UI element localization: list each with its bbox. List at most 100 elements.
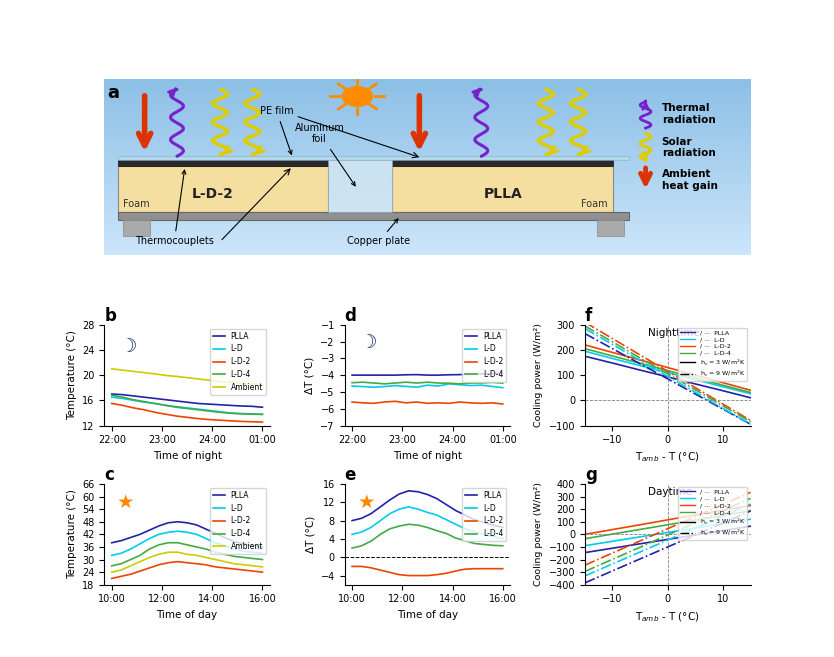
Bar [104, 81, 751, 85]
Bar [104, 105, 751, 108]
Text: Thermocouplets: Thermocouplets [135, 170, 214, 246]
Bar [104, 246, 751, 249]
Bar [104, 161, 751, 164]
Text: Nighttime: Nighttime [648, 328, 700, 338]
Bar [104, 217, 751, 219]
Text: a: a [107, 84, 119, 102]
Text: e: e [344, 466, 356, 484]
Y-axis label: Temperature (°C): Temperature (°C) [67, 330, 77, 420]
Bar [104, 202, 751, 205]
Text: f: f [585, 307, 592, 325]
Bar [104, 225, 751, 229]
Bar [104, 147, 751, 149]
Bar [104, 120, 751, 123]
X-axis label: Time of day: Time of day [397, 610, 458, 620]
Bar [104, 185, 751, 187]
Bar [104, 170, 751, 173]
X-axis label: Time of day: Time of day [157, 610, 218, 620]
Text: c: c [104, 466, 114, 484]
Y-axis label: ΔT (°C): ΔT (°C) [305, 357, 315, 394]
Y-axis label: Cooling power (W/m²): Cooling power (W/m²) [534, 323, 543, 427]
Legend: PLLA, L-D, L-D-2, L-D-4, Ambient: PLLA, L-D, L-D-2, L-D-4, Ambient [210, 328, 266, 395]
Bar [104, 243, 751, 246]
X-axis label: Time of night: Time of night [393, 451, 462, 461]
Bar [104, 175, 751, 179]
Text: Daytime: Daytime [648, 487, 692, 497]
Bar [104, 229, 751, 231]
Bar [597, 219, 624, 236]
Bar [104, 219, 751, 223]
Bar [118, 156, 630, 160]
Bar [104, 117, 751, 120]
Y-axis label: ΔT (°C): ΔT (°C) [305, 516, 315, 553]
Bar [104, 252, 751, 255]
Bar [104, 87, 751, 91]
Circle shape [342, 87, 373, 106]
Bar [104, 125, 751, 129]
Legend: PLLA, L-D, L-D-2, L-D-4: PLLA, L-D, L-D-2, L-D-4 [462, 328, 506, 382]
Bar [104, 108, 751, 111]
Bar [104, 193, 751, 196]
Bar [118, 212, 630, 219]
Bar [104, 155, 751, 158]
Bar [104, 135, 751, 137]
X-axis label: T$_{amb}$ - T (°C): T$_{amb}$ - T (°C) [636, 451, 700, 464]
Bar [104, 187, 751, 191]
Text: Foam: Foam [123, 199, 150, 209]
Bar [104, 102, 751, 105]
Bar [104, 143, 751, 147]
Bar [104, 179, 751, 181]
Text: Aluminum
foil: Aluminum foil [294, 123, 355, 186]
Bar [393, 160, 613, 166]
Bar [104, 173, 751, 175]
Bar [104, 205, 751, 208]
Bar [104, 249, 751, 252]
Bar [104, 223, 751, 225]
Bar [104, 240, 751, 243]
Text: ☽: ☽ [118, 338, 136, 356]
Text: Solar
radiation: Solar radiation [661, 137, 716, 158]
Bar [104, 199, 751, 202]
Text: PLLA: PLLA [484, 187, 522, 200]
Bar [104, 129, 751, 131]
Text: Thermal
radiation: Thermal radiation [661, 103, 716, 125]
Text: Foam: Foam [581, 199, 608, 209]
Bar [104, 235, 751, 237]
Bar [328, 160, 393, 212]
Bar [104, 149, 751, 152]
Y-axis label: Temperature (°C): Temperature (°C) [67, 489, 77, 579]
X-axis label: T$_{amb}$ - T (°C): T$_{amb}$ - T (°C) [636, 610, 700, 623]
Text: Ambient
heat gain: Ambient heat gain [661, 170, 717, 191]
Text: b: b [104, 307, 116, 325]
Bar [104, 164, 751, 167]
Bar [104, 214, 751, 217]
Bar [104, 158, 751, 161]
Bar [104, 97, 751, 99]
Bar [104, 181, 751, 185]
Bar [104, 211, 751, 214]
Bar [104, 111, 751, 114]
Text: ★: ★ [357, 493, 374, 512]
Text: g: g [585, 466, 597, 484]
Legend: / ···  PLLA, / ···  L-D, / ···  L-D-2, / ···  L-D-4, h$_c$ = 3 W/m$^2$K, h$_c$ =: / ··· PLLA, / ··· L-D, / ··· L-D-2, / ··… [678, 328, 747, 381]
Text: L-D-2: L-D-2 [191, 187, 234, 200]
Bar [118, 160, 328, 166]
Bar [104, 99, 751, 102]
Bar [118, 166, 328, 212]
Text: Copper plate: Copper plate [348, 219, 410, 246]
Bar [104, 123, 751, 125]
Text: ★: ★ [117, 493, 134, 512]
Bar [104, 85, 751, 87]
Bar [104, 91, 751, 93]
Bar [104, 137, 751, 141]
Bar [104, 152, 751, 155]
Bar [104, 191, 751, 193]
Bar [393, 166, 613, 212]
Bar [104, 237, 751, 240]
Bar [123, 219, 150, 236]
Text: d: d [344, 307, 356, 325]
Legend: PLLA, L-D, L-D-2, L-D-4: PLLA, L-D, L-D-2, L-D-4 [462, 487, 506, 541]
Legend: / ···  PLLA, / ···  L-D, / ···  L-D-2, / ···  L-D-4, h$_c$ = 3 W/m$^2$K, h$_c$ =: / ··· PLLA, / ··· L-D, / ··· L-D-2, / ··… [678, 487, 747, 540]
X-axis label: Time of night: Time of night [153, 451, 222, 461]
Bar [104, 167, 751, 170]
